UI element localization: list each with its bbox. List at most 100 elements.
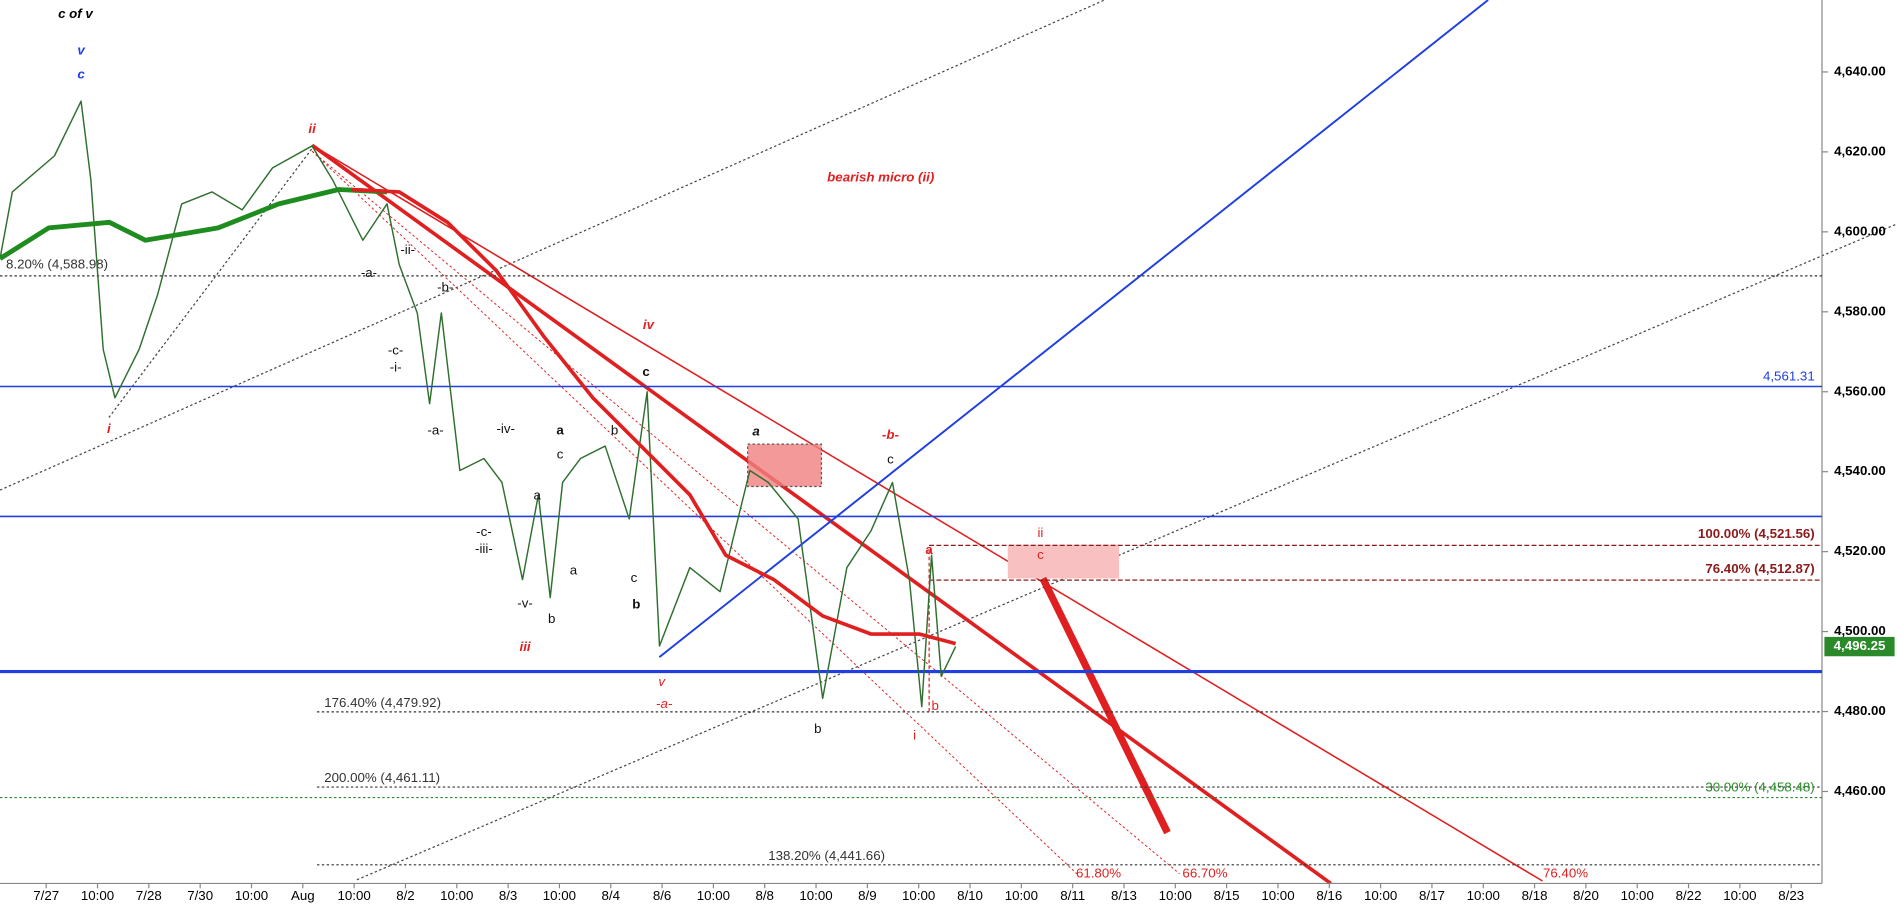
wave-label: c (1037, 547, 1044, 562)
wave-label: a (752, 424, 759, 439)
trend-line (0, 0, 1105, 491)
x-tick-label: 10:00 (440, 888, 473, 903)
trend-line (108, 144, 316, 418)
level-label: 176.40% (4,479.92) (324, 695, 441, 710)
y-tick-label: 4,520.00 (1834, 543, 1886, 558)
x-tick-label: 10:00 (1261, 888, 1294, 903)
x-tick-label: 10:00 (81, 888, 114, 903)
y-tick-label: 4,620.00 (1834, 143, 1886, 158)
x-tick-label: 10:00 (1723, 888, 1756, 903)
y-tick-label: 4,540.00 (1834, 463, 1886, 478)
wave-label: -iii- (475, 541, 493, 556)
x-tick-label: 8/23 (1778, 888, 1804, 903)
wave-label: iv (643, 317, 655, 332)
x-tick-label: 8/22 (1676, 888, 1702, 903)
wave-label: c (557, 447, 564, 462)
wave-label: b (931, 698, 938, 713)
wave-label: -b- (882, 427, 900, 442)
wave-label: -b- (437, 280, 453, 295)
x-tick-label: Aug (291, 888, 315, 903)
series-line (0, 187, 388, 261)
wave-label: 66.70% (1182, 865, 1227, 880)
x-tick-label: 8/10 (957, 888, 983, 903)
x-tick-label: 10:00 (543, 888, 576, 903)
series-line (0, 100, 957, 708)
wave-label: b (611, 422, 618, 437)
wave-label: -iv- (496, 421, 514, 436)
x-tick-label: 8/13 (1111, 888, 1137, 903)
wave-label: i (107, 421, 111, 436)
level-label: 100.00% (4,521.56) (1698, 526, 1815, 541)
last-price-box (1824, 636, 1895, 657)
wave-label: c (631, 570, 638, 585)
wave-label: c (77, 67, 85, 82)
trend-line (311, 143, 1332, 885)
y-tick-label: 4,460.00 (1834, 783, 1886, 798)
trend-line (311, 150, 1078, 875)
y-tick-label: 4,600.00 (1834, 223, 1886, 238)
x-tick-label: 10:00 (1621, 888, 1654, 903)
wave-label: -i- (390, 359, 402, 374)
y-tick-label: 4,480.00 (1834, 703, 1886, 718)
wave-label: 76.40% (1543, 865, 1588, 880)
wave-label: -a- (656, 696, 673, 711)
wave-label: c (642, 364, 649, 379)
wave-label: a (570, 563, 578, 578)
y-tick-label: 4,500.00 (1834, 623, 1886, 638)
projection-arrow (1039, 576, 1171, 835)
wave-label: b (632, 597, 640, 612)
trend-line (311, 144, 1543, 882)
wave-label: c (887, 451, 894, 466)
target-box (747, 443, 823, 488)
wave-label: ii (308, 121, 316, 136)
wave-label: -ii- (400, 242, 415, 257)
x-tick-label: 10:00 (1364, 888, 1397, 903)
x-tick-label: 8/15 (1214, 888, 1240, 903)
wave-label: ii (1037, 525, 1043, 540)
wave-label: a (533, 488, 541, 503)
x-tick-label: 8/4 (602, 888, 620, 903)
x-tick-label: 7/27 (33, 888, 59, 903)
x-tick-label: 8/8 (755, 888, 773, 903)
level-label: 8.20% (4,588.98) (6, 257, 108, 272)
x-tick-label: 8/6 (653, 888, 671, 903)
x-tick-label: 10:00 (902, 888, 935, 903)
wave-label: 61.80% (1076, 865, 1121, 880)
last-price-label: 4,496.25 (1834, 638, 1886, 653)
wave-label: i (913, 727, 916, 742)
wave-label: -v- (517, 595, 533, 610)
trend-line (658, 0, 1489, 658)
level-label: 76.40% (4,512.87) (1705, 561, 1814, 576)
x-tick-label: 8/18 (1522, 888, 1548, 903)
x-tick-label: 7/30 (187, 888, 213, 903)
trend-line (311, 150, 1180, 875)
y-tick-label: 4,560.00 (1834, 383, 1886, 398)
x-tick-label: 8/20 (1573, 888, 1599, 903)
x-tick-label: 8/16 (1316, 888, 1342, 903)
target-box (1007, 544, 1120, 579)
x-tick-label: 10:00 (337, 888, 370, 903)
x-tick-label: 8/11 (1060, 888, 1085, 903)
x-tick-label: 7/28 (136, 888, 162, 903)
series-line (350, 187, 957, 646)
chart-title: c of v (58, 6, 93, 21)
wave-label: a (925, 542, 933, 557)
y-tick-label: 4,580.00 (1834, 303, 1886, 318)
x-tick-label: 8/2 (396, 888, 414, 903)
x-tick-label: 10:00 (799, 888, 832, 903)
x-tick-label: 10:00 (1159, 888, 1192, 903)
wave-label: a (556, 422, 564, 437)
wave-label: v (77, 42, 85, 57)
y-tick-label: 4,640.00 (1834, 63, 1886, 78)
wave-label: -c- (388, 342, 404, 357)
wave-label: b (814, 721, 821, 736)
wave-label: bearish micro (ii) (827, 169, 935, 184)
level-label: 4,561.31 (1763, 368, 1815, 383)
wave-label: -a- (427, 422, 443, 437)
x-tick-label: 8/9 (858, 888, 876, 903)
x-tick-label: 10:00 (235, 888, 268, 903)
wave-label: iii (520, 639, 531, 654)
